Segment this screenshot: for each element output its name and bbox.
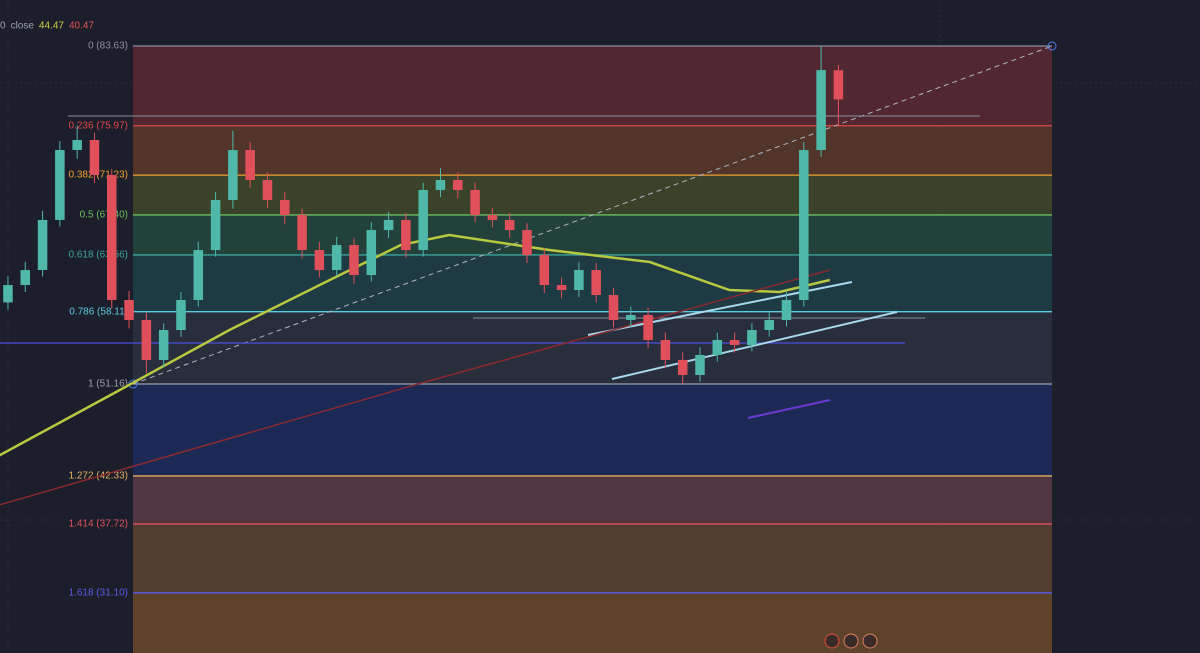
fib-level-label: 1.414 (37.72)	[69, 519, 129, 530]
moving-average	[0, 269, 830, 506]
fib-band	[133, 475, 1052, 524]
candle-body	[3, 285, 13, 303]
candle-body	[729, 339, 740, 345]
candle-body	[262, 179, 273, 200]
candle-body	[210, 199, 221, 251]
fib-bands: 0 (83.63) 0.236 (75.97) 0.382 (71.23) 0.5 (…	[69, 41, 1052, 653]
fib-band	[133, 46, 1052, 126]
candle-body	[366, 230, 377, 276]
bottom-icons	[824, 633, 878, 649]
candle-body	[55, 150, 65, 220]
candle-body	[107, 174, 117, 301]
candle-body	[747, 329, 757, 345]
candle-body	[643, 314, 653, 340]
purple-line	[747, 399, 831, 419]
fib-level-label: 0 (83.63)	[88, 41, 128, 52]
candle-body	[470, 189, 480, 215]
fib-band	[133, 125, 1052, 176]
candle-body	[401, 219, 411, 251]
candle-body	[331, 245, 342, 271]
channel-line	[611, 311, 898, 380]
candle-body	[799, 150, 809, 301]
legend: 0 close 44.47 40.47	[0, 21, 94, 32]
fib-band	[133, 214, 1052, 255]
fib-band	[133, 592, 1052, 653]
legend-text: 40.47	[69, 21, 94, 32]
candle-body	[712, 339, 723, 355]
fib-level-label: 0.786 (58.11)	[69, 306, 128, 317]
candle-body	[89, 140, 100, 175]
fib-diagonal	[132, 45, 1053, 385]
candle-body	[435, 179, 446, 190]
candle-body	[487, 214, 498, 220]
legend-text: close	[11, 21, 35, 32]
candle-body	[660, 339, 671, 360]
candle-body	[695, 354, 705, 375]
candle-body	[383, 219, 394, 231]
candle-body	[124, 300, 134, 320]
candle-body	[228, 150, 238, 200]
fib-level-label: 0.236 (75.97)	[69, 120, 129, 131]
icon[interactable]	[843, 633, 859, 649]
candle-body	[158, 329, 169, 360]
moving-average	[0, 233, 831, 457]
candle-body	[141, 319, 152, 360]
candle-body	[349, 245, 359, 276]
candle-body	[20, 270, 31, 286]
candle-body	[280, 199, 290, 215]
icon[interactable]	[824, 633, 840, 649]
fib-band	[133, 311, 1052, 385]
fib-level-label: 0.5 (67.40)	[80, 210, 128, 221]
candle-body	[556, 285, 567, 291]
candle-body	[522, 230, 532, 256]
candle-body	[677, 359, 688, 375]
candle-body	[608, 295, 619, 320]
candle-body	[504, 219, 515, 231]
candle-body	[245, 150, 255, 180]
fib-level-label: 0.618 (63.56)	[69, 250, 129, 261]
marks	[0, 46, 844, 506]
candle-body	[314, 250, 325, 271]
fib-level-label: 1.618 (31.10)	[69, 587, 129, 598]
anchor	[1047, 41, 1057, 51]
legend-text: 44.47	[39, 21, 64, 32]
candle-body	[833, 70, 844, 100]
candle-body	[574, 270, 584, 291]
candle-body	[539, 255, 550, 286]
candle-body	[37, 219, 48, 271]
candle-body	[591, 270, 601, 296]
icon[interactable]	[862, 633, 878, 649]
fib-level-label: 1 (51.16)	[88, 379, 128, 390]
candle-body	[764, 319, 774, 330]
fib-level-label: 0.382 (71.23)	[69, 170, 129, 181]
candle-body	[72, 140, 82, 151]
candle-body	[816, 70, 826, 151]
legend-text: 0	[0, 21, 6, 32]
candle-body	[418, 189, 428, 251]
candle-body	[781, 300, 792, 320]
candle-body	[297, 214, 307, 251]
candle-body	[176, 300, 186, 330]
fib-band	[133, 384, 1052, 476]
candle-body	[193, 250, 204, 301]
candle-body	[453, 179, 463, 190]
candle-body	[626, 314, 636, 320]
fib-band	[133, 523, 1052, 593]
